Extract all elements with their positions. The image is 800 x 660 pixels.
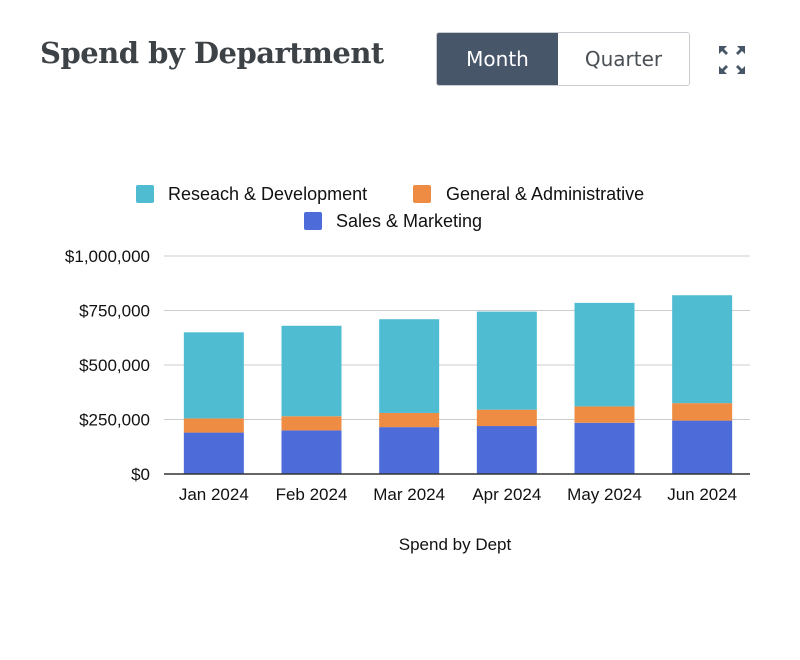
x-tick-label: Jun 2024 bbox=[667, 485, 737, 504]
legend-label: General & Administrative bbox=[446, 184, 644, 204]
bar-segment bbox=[574, 422, 635, 474]
period-toggle: Month Quarter bbox=[436, 32, 690, 86]
month-toggle-button[interactable]: Month bbox=[437, 33, 558, 85]
x-tick-label: Feb 2024 bbox=[276, 485, 348, 504]
legend-swatch bbox=[304, 212, 322, 230]
bar-segment bbox=[672, 295, 733, 404]
y-tick-label: $750,000 bbox=[79, 302, 150, 321]
page-title: Spend by Department bbox=[40, 36, 384, 70]
bar-segment bbox=[574, 406, 635, 423]
bar-segment bbox=[183, 432, 244, 474]
legend-swatch bbox=[136, 185, 154, 203]
bar-segment bbox=[672, 420, 733, 474]
y-tick-label: $500,000 bbox=[79, 356, 150, 375]
bar-segment bbox=[574, 302, 635, 407]
x-tick-label: May 2024 bbox=[567, 485, 642, 504]
x-tick-label: Mar 2024 bbox=[373, 485, 445, 504]
bar-segment bbox=[476, 409, 537, 427]
legend-swatch bbox=[413, 185, 431, 203]
bar-segment bbox=[281, 430, 342, 474]
bar-segment bbox=[281, 416, 342, 431]
expand-icon[interactable] bbox=[716, 44, 748, 76]
bar-segment bbox=[379, 319, 440, 413]
x-tick-label: Apr 2024 bbox=[472, 485, 541, 504]
legend-label: Reseach & Development bbox=[168, 184, 367, 204]
bar-segment bbox=[183, 332, 244, 419]
x-axis-title: Spend by Dept bbox=[399, 535, 512, 554]
y-tick-label: $250,000 bbox=[79, 411, 150, 430]
bar-segment bbox=[183, 418, 244, 433]
bar-segment bbox=[476, 311, 537, 410]
bar-segment bbox=[379, 427, 440, 474]
bar-segment bbox=[476, 426, 537, 474]
bar-segment bbox=[379, 412, 440, 428]
y-tick-label: $1,000,000 bbox=[65, 247, 150, 266]
bar-segment bbox=[281, 325, 342, 417]
x-tick-label: Jan 2024 bbox=[179, 485, 249, 504]
legend-label: Sales & Marketing bbox=[336, 211, 482, 231]
bar-segment bbox=[672, 403, 733, 421]
y-tick-label: $0 bbox=[131, 465, 150, 484]
quarter-toggle-button[interactable]: Quarter bbox=[558, 33, 689, 85]
